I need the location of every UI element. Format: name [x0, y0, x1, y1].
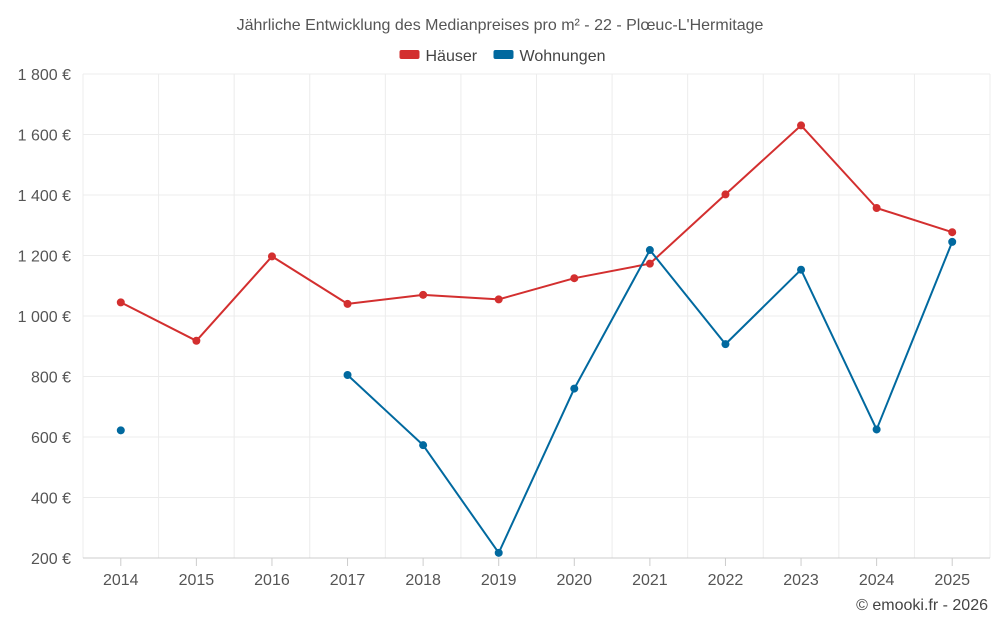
data-point[interactable] — [570, 274, 579, 283]
x-tick-label: 2020 — [556, 572, 592, 589]
series-line — [346, 241, 954, 554]
y-tick-label: 1 800 € — [18, 67, 71, 84]
data-point[interactable] — [872, 425, 881, 434]
series-wohnungen — [116, 237, 957, 557]
legend-label: Wohnungen — [520, 48, 606, 65]
data-point[interactable] — [721, 190, 730, 199]
legend: Häuser Wohnungen — [399, 48, 606, 65]
legend-swatch — [493, 50, 514, 59]
x-tick-label: 2023 — [783, 572, 819, 589]
x-tick-label: 2025 — [934, 572, 970, 589]
x-tick-label: 2021 — [632, 572, 668, 589]
data-point[interactable] — [645, 246, 654, 255]
data-point[interactable] — [948, 237, 957, 246]
x-tick-label: 2014 — [103, 572, 139, 589]
x-tick-label: 2017 — [330, 572, 366, 589]
data-point[interactable] — [419, 441, 428, 450]
x-tick-label: 2015 — [179, 572, 215, 589]
legend-swatch — [399, 50, 420, 59]
data-point[interactable] — [116, 298, 125, 307]
data-point[interactable] — [343, 370, 352, 379]
data-point[interactable] — [948, 228, 957, 237]
x-tick-label: 2018 — [405, 572, 441, 589]
y-tick-label: 800 € — [31, 370, 71, 387]
axes: 200 € 400 € 600 € 800 € 1 000 € 1 200 € 1 400 … — [18, 67, 990, 589]
series — [116, 121, 957, 557]
series-haeuser — [116, 121, 957, 345]
data-point[interactable] — [343, 299, 352, 308]
data-point[interactable] — [267, 252, 276, 261]
x-tick-label: 2019 — [481, 572, 517, 589]
x-tick-label: 2022 — [708, 572, 744, 589]
data-point[interactable] — [570, 384, 579, 393]
y-tick-label: 400 € — [31, 491, 71, 508]
x-tick-label: 2016 — [254, 572, 290, 589]
legend-item[interactable]: Häuser — [399, 48, 478, 65]
legend-label: Häuser — [426, 48, 478, 65]
legend-item[interactable]: Wohnungen — [493, 48, 606, 65]
data-point[interactable] — [116, 426, 125, 435]
data-point[interactable] — [721, 340, 730, 349]
data-point[interactable] — [419, 290, 428, 299]
data-point[interactable] — [797, 121, 806, 130]
data-point[interactable] — [494, 295, 503, 304]
data-point[interactable] — [645, 259, 654, 268]
series-line — [120, 124, 953, 342]
y-tick-label: 200 € — [31, 551, 71, 568]
data-point[interactable] — [797, 265, 806, 274]
y-tick-label: 1 600 € — [18, 128, 71, 145]
data-point[interactable] — [192, 336, 201, 345]
chart-title: Jährliche Entwicklung des Medianpreises … — [237, 17, 764, 34]
y-tick-label: 600 € — [31, 430, 71, 447]
x-tick-label: 2024 — [859, 572, 895, 589]
grid — [82, 73, 991, 559]
credit-text: © emooki.fr - 2026 — [856, 597, 988, 614]
data-point[interactable] — [494, 548, 503, 557]
y-tick-label: 1 400 € — [18, 188, 71, 205]
data-point[interactable] — [872, 204, 881, 213]
y-tick-label: 1 200 € — [18, 249, 71, 266]
y-tick-label: 1 000 € — [18, 309, 71, 326]
